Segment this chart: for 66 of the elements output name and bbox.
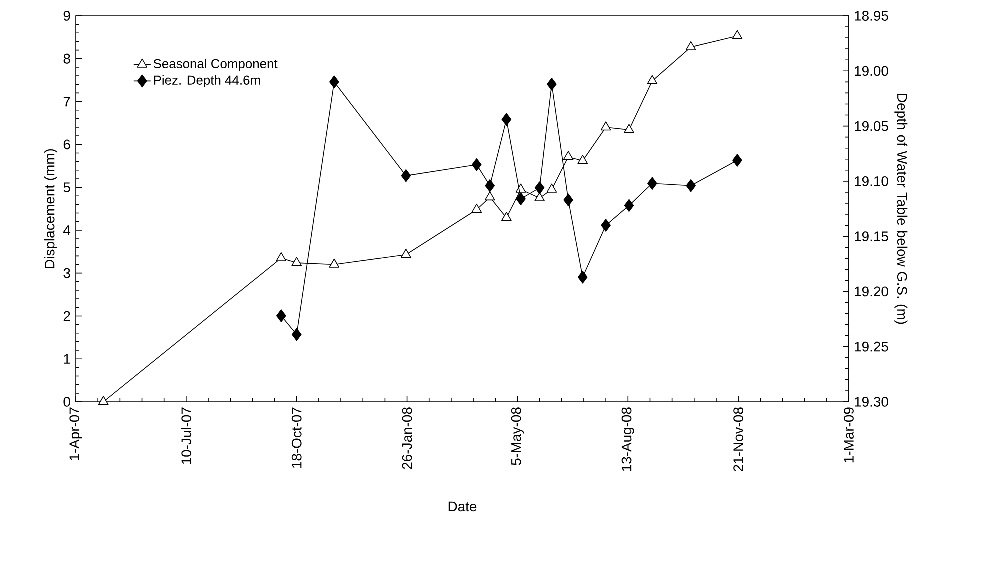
point [546,184,558,193]
point [472,158,482,172]
point [516,192,526,206]
y-tick-label: 2 [64,311,70,322]
legend-label: Piez. Depth 44.6m [154,75,260,88]
y-tick-label: 3 [64,268,70,278]
y2-tick-label: 19.00 [855,66,888,76]
point [516,184,526,193]
y2-tick-label: 18.95 [855,11,888,21]
x-tick-label: 10-Jul-07 [181,408,192,464]
point [329,258,340,268]
point [578,270,588,284]
x-tick-label: 13-Aug-08 [622,408,634,472]
y-tick-label: 0 [64,397,70,407]
point [547,78,557,91]
point [534,182,545,194]
point [502,113,512,126]
point [401,248,412,258]
y-tick-label: 6 [64,140,70,150]
y-tick-label: 8 [64,54,70,64]
x-tick-label: 18-Oct-07 [292,408,302,468]
point [292,257,302,266]
point [624,199,634,212]
x-tick-label: 5-May-08 [511,408,524,466]
point [502,212,512,222]
x-axis-title: Date [448,502,477,512]
y2-tick-label: 19.10 [855,176,888,186]
y-axis-title: Displacement (mm) [44,149,58,268]
x-tick-label: 1-Mar-09 [844,408,854,463]
y2-tick-label: 19.20 [855,286,888,297]
point [485,179,496,192]
point [600,122,612,131]
y2-axis-title: Depth of Water Table below G.S. (m) [894,94,908,324]
point [563,151,574,160]
y2-tick-label: 19.30 [855,397,888,407]
point [686,179,696,192]
point [484,192,496,201]
y-tick-label: 7 [64,96,70,107]
point [292,328,302,342]
x-tick-label: 1-Apr-07 [70,408,82,460]
y-tick-label: 1 [64,354,70,364]
y-tick-label: 4 [64,226,71,236]
point [732,154,742,167]
point [330,76,340,89]
point [564,194,574,207]
point [601,219,611,232]
point [648,177,658,190]
point [578,155,588,164]
y2-tick-label: 19.05 [855,121,888,132]
y2-tick-label: 19.25 [855,342,888,352]
point [401,170,412,182]
y-tick-label: 5 [64,182,70,192]
point [98,396,109,406]
point [732,30,743,40]
point [647,75,658,84]
point [276,252,287,262]
x-tick-label: 21-Nov-08 [734,408,744,472]
x-tick-label: 26-Jan-08 [402,408,412,470]
point [472,204,482,214]
y2-tick-label: 19.15 [855,232,888,242]
point [624,124,634,134]
point [276,310,286,322]
point [534,192,545,202]
point [686,41,696,50]
legend-label: Seasonal Component [154,58,278,72]
y-tick-label: 9 [64,11,70,21]
